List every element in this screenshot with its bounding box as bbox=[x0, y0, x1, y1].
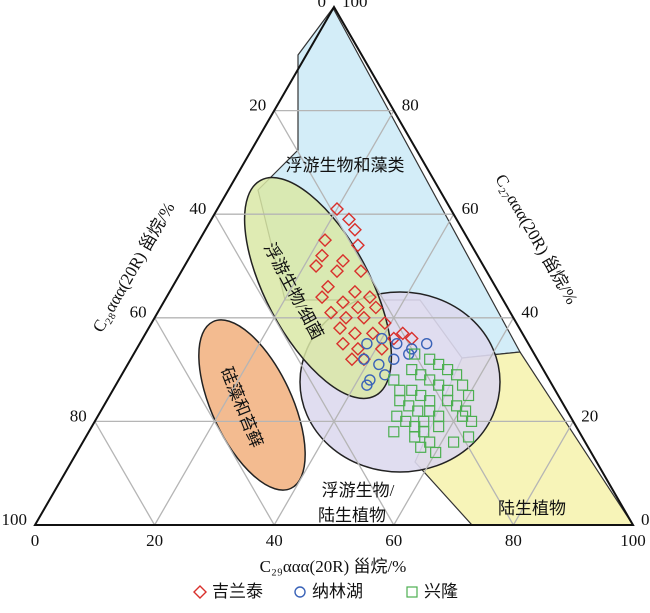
point bbox=[373, 358, 385, 371]
left-tick-label: 100 bbox=[2, 510, 28, 529]
x-tick-label: 20 bbox=[146, 531, 163, 550]
point bbox=[321, 279, 336, 294]
point bbox=[315, 248, 330, 263]
left-tick-label: 80 bbox=[70, 406, 87, 425]
point bbox=[388, 374, 400, 386]
point bbox=[376, 332, 388, 345]
point bbox=[420, 338, 433, 350]
point bbox=[448, 436, 460, 448]
triangle-frame bbox=[33, 4, 635, 526]
x-tick-label: 60 bbox=[385, 531, 402, 550]
x-tick-label: 80 bbox=[505, 531, 522, 550]
legend-label: 吉兰泰 bbox=[212, 582, 263, 601]
point bbox=[395, 326, 410, 341]
point bbox=[362, 290, 377, 305]
point bbox=[350, 300, 365, 315]
point bbox=[358, 353, 370, 365]
point bbox=[412, 405, 424, 417]
point bbox=[459, 405, 472, 417]
point bbox=[377, 315, 392, 330]
point bbox=[456, 379, 469, 391]
point bbox=[409, 431, 421, 443]
point bbox=[386, 331, 401, 346]
point bbox=[365, 326, 380, 341]
point bbox=[465, 415, 478, 427]
point bbox=[415, 441, 427, 453]
region-label: 陆生植物 bbox=[318, 506, 386, 525]
grid bbox=[94, 109, 574, 526]
point bbox=[332, 321, 347, 336]
region-label: 陆生植物 bbox=[498, 499, 566, 518]
region-label: 浮游生物/ bbox=[322, 481, 395, 500]
point bbox=[388, 426, 400, 438]
legend-marker bbox=[406, 586, 418, 598]
right-tick-label: 80 bbox=[402, 96, 419, 115]
point bbox=[350, 341, 365, 356]
point bbox=[338, 310, 353, 325]
right-tick-label: 100 bbox=[342, 0, 368, 11]
point bbox=[347, 222, 362, 237]
point bbox=[330, 264, 344, 279]
point bbox=[356, 310, 371, 325]
point bbox=[361, 379, 373, 391]
legend-label: 兴隆 bbox=[424, 582, 458, 601]
axis-title: C₂₇ααα(20R) 甾烷/% bbox=[491, 171, 581, 308]
point bbox=[409, 348, 421, 360]
point bbox=[391, 338, 403, 350]
x-tick-label: 40 bbox=[266, 531, 283, 550]
point bbox=[361, 338, 373, 350]
grid-line bbox=[94, 421, 156, 526]
point bbox=[318, 233, 333, 248]
point bbox=[388, 353, 400, 365]
right-tick-label: 20 bbox=[581, 406, 598, 425]
grid-line bbox=[273, 213, 455, 526]
grid-line bbox=[213, 213, 395, 526]
point bbox=[341, 212, 356, 227]
left-tick-label: 0 bbox=[318, 0, 327, 11]
point bbox=[368, 300, 383, 315]
legend-marker bbox=[193, 585, 207, 599]
point bbox=[430, 446, 442, 459]
point bbox=[324, 305, 338, 320]
point bbox=[335, 253, 350, 268]
legend: 吉兰泰 纳林湖 兴隆 bbox=[193, 582, 458, 601]
right-tick-label: 40 bbox=[521, 303, 538, 322]
region-bacteria bbox=[243, 176, 393, 400]
right-tick-label: 0 bbox=[641, 510, 650, 529]
point bbox=[309, 259, 324, 273]
point bbox=[330, 202, 344, 217]
left-tick-label: 60 bbox=[130, 303, 147, 322]
legend-label: 纳林湖 bbox=[312, 582, 363, 601]
point bbox=[374, 341, 389, 356]
left-tick-label: 20 bbox=[249, 96, 266, 115]
point bbox=[344, 352, 359, 367]
point bbox=[347, 326, 362, 341]
point bbox=[462, 389, 475, 402]
point bbox=[353, 264, 368, 279]
point bbox=[347, 284, 362, 299]
point bbox=[462, 431, 475, 443]
region-label: 浮游生物和藻类 bbox=[286, 156, 405, 175]
point bbox=[450, 369, 463, 381]
point bbox=[335, 336, 350, 351]
x-tick-label: 100 bbox=[620, 531, 646, 550]
right-tick-label: 60 bbox=[462, 199, 479, 218]
points bbox=[309, 202, 478, 459]
point bbox=[335, 295, 350, 310]
left-tick-label: 40 bbox=[189, 199, 206, 218]
point bbox=[315, 290, 330, 305]
x-tick-label: 0 bbox=[31, 531, 40, 550]
grid-line bbox=[512, 421, 574, 526]
axis-title: C₂₉ααα(20R) 甾烷/% bbox=[260, 557, 407, 576]
point bbox=[350, 238, 365, 253]
point bbox=[433, 420, 445, 433]
legend-marker bbox=[294, 586, 306, 598]
